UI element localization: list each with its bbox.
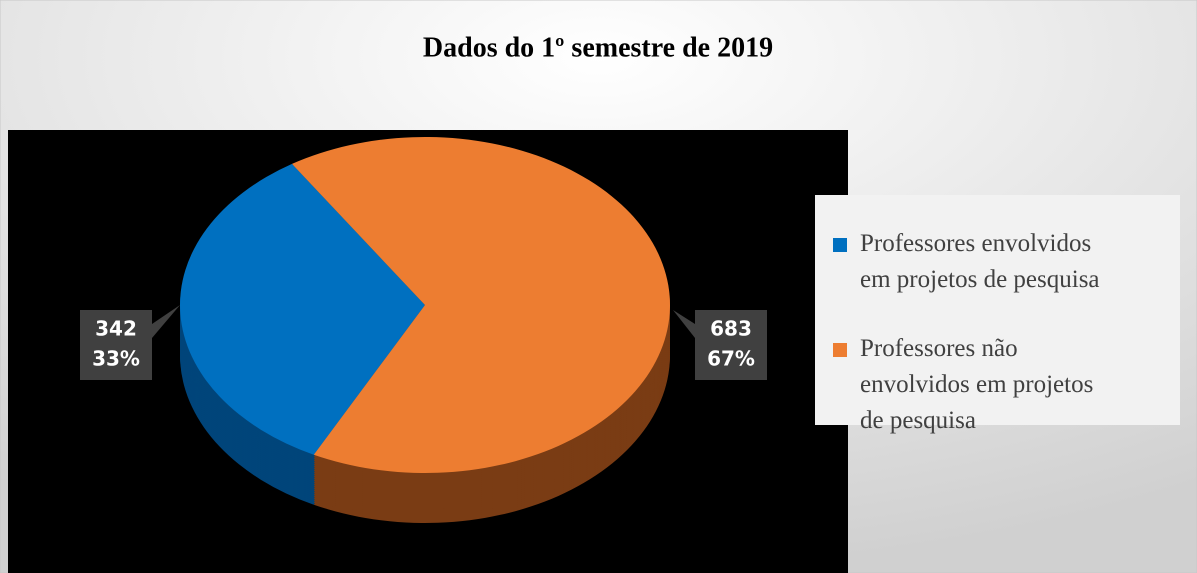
slice bbox=[291, 136, 670, 473]
data-label-pointer bbox=[152, 305, 180, 338]
data-label-pointer bbox=[673, 310, 695, 338]
legend-label: Professores não envolvidos em projetos de … bbox=[860, 335, 1093, 434]
data-label-box bbox=[695, 310, 767, 380]
data-label-percent: 33% bbox=[92, 347, 140, 371]
data-label-percent: 67% bbox=[707, 347, 755, 371]
legend-swatch bbox=[833, 238, 847, 252]
data-label-value: 342 bbox=[95, 317, 137, 341]
slice bbox=[180, 163, 425, 455]
legend bbox=[815, 195, 1180, 425]
data-label-box bbox=[80, 310, 152, 380]
legend-swatch bbox=[833, 343, 847, 357]
data-label-value: 683 bbox=[710, 317, 752, 341]
chart-title: Dados do 1º semestre de 2019 bbox=[423, 32, 773, 63]
legend-label: Professores envolvidos em projetos de pes… bbox=[860, 230, 1100, 293]
